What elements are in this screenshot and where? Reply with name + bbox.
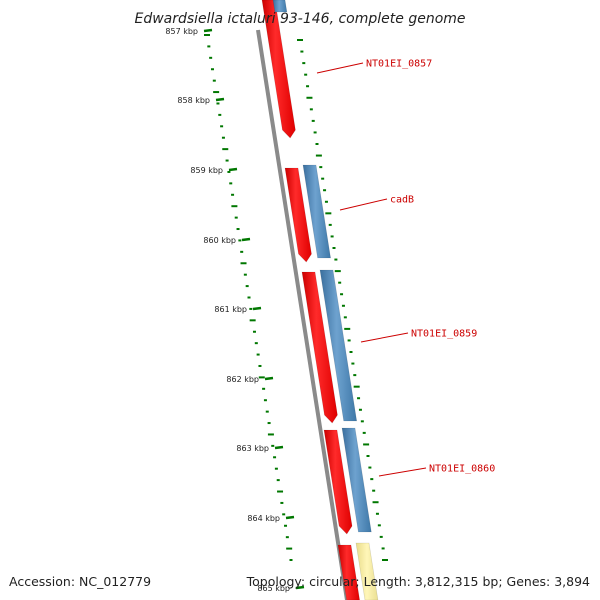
reverse-cds-feature: [302, 164, 331, 259]
accession-text: Accession: NC_012779: [9, 574, 152, 589]
reverse-cds-feature: [341, 427, 372, 533]
ruler-tick: [264, 376, 274, 381]
ruler-tick: [241, 237, 251, 242]
tick-label: 865 kbp: [257, 584, 290, 593]
genome-summary-text: Topology: circular; Length: 3,812,315 bp…: [246, 574, 590, 589]
reverse-cds-feature: [272, 0, 288, 13]
map-title: Edwardsiella ictaluri 93-146, complete g…: [134, 11, 465, 27]
ruler-tick: [215, 97, 225, 102]
gc-content-track: [204, 34, 388, 561]
tick-label: 863 kbp: [236, 444, 269, 453]
ruler-tick: [274, 445, 284, 450]
gene-labels: NT01EI_0857 cadB NT01EI_0859 NT01EI_0860: [316, 59, 495, 477]
tick-label: 860 kbp: [203, 236, 236, 245]
tick-label: 857 kbp: [165, 27, 198, 36]
ruler-tick: [285, 515, 295, 520]
forward-cds-feature: [284, 167, 312, 263]
gene-leader-line: [316, 62, 364, 74]
forward-cds-feature: [261, 0, 296, 139]
gene-leader-line: [360, 332, 409, 343]
tick-label: 861 kbp: [214, 305, 247, 314]
tick-label: 864 kbp: [247, 514, 280, 523]
ruler-tick: [203, 28, 213, 33]
gene-label[interactable]: NT01EI_0860: [429, 464, 495, 475]
gene-label[interactable]: NT01EI_0857: [366, 59, 432, 70]
ruler-tick: [228, 167, 238, 172]
other-feature: [355, 542, 379, 600]
tick-label: 859 kbp: [190, 166, 223, 175]
tick-label: 858 kbp: [177, 96, 210, 105]
feature-track: [261, 0, 379, 600]
ruler-ticks: 857 kbp 858 kbp 859 kbp 860 kbp 861 kbp 862 k…: [165, 27, 305, 593]
ruler-tick: [252, 306, 262, 311]
gc-dots-right: [297, 39, 388, 561]
gene-leader-line: [378, 467, 427, 477]
tick-label: 862 kbp: [226, 375, 259, 384]
gene-label[interactable]: NT01EI_0859: [411, 329, 477, 340]
forward-cds-feature: [301, 271, 338, 424]
gene-label[interactable]: cadB: [390, 195, 414, 206]
ruler-tick: [295, 585, 305, 590]
gc-dots-left: [204, 34, 293, 561]
forward-cds-feature: [323, 429, 353, 535]
forward-cds-feature: [337, 544, 360, 600]
genome-backbone: [256, 29, 349, 600]
gene-leader-line: [339, 198, 388, 211]
reverse-cds-feature: [319, 269, 358, 422]
